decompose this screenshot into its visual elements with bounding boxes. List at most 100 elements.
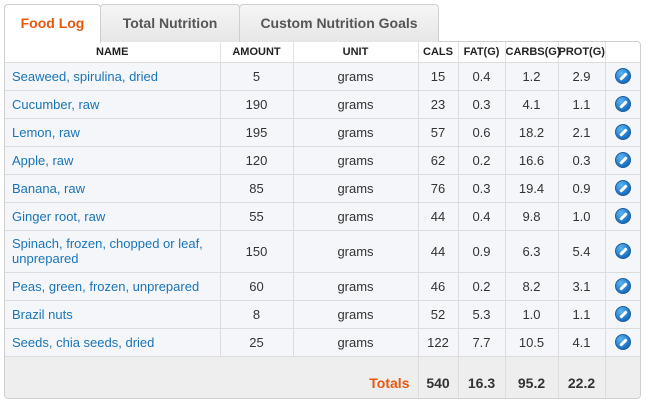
tab-bar: Food Log Total Nutrition Custom Nutritio… xyxy=(4,4,439,43)
food-name-link[interactable]: Ginger root, raw xyxy=(5,201,220,230)
header-row: NAME AMOUNT UNIT CALS FAT(G) CARBS(G) PR… xyxy=(5,42,640,62)
unit-cell: grams xyxy=(292,89,418,118)
cals-cell: 44 xyxy=(417,229,458,272)
fat-cell: 0.6 xyxy=(457,117,505,146)
totals-empty-cell xyxy=(604,355,640,398)
tab-custom-nutrition-goals[interactable]: Custom Nutrition Goals xyxy=(239,4,439,42)
prot-cell: 5.4 xyxy=(557,229,605,272)
col-header-amount: AMOUNT xyxy=(219,42,293,62)
fat-cell: 0.4 xyxy=(457,61,505,90)
table-row: Lemon, raw 195 grams 57 0.6 18.2 2.1 xyxy=(5,117,640,146)
edit-cell xyxy=(604,117,640,146)
fat-cell: 7.7 xyxy=(457,327,505,356)
carbs-cell: 10.5 xyxy=(504,327,558,356)
carbs-cell: 4.1 xyxy=(504,89,558,118)
pencil-edit-icon[interactable] xyxy=(614,334,631,351)
cals-cell: 44 xyxy=(417,201,458,230)
carbs-cell: 18.2 xyxy=(504,117,558,146)
food-name-link[interactable]: Apple, raw xyxy=(5,145,220,174)
pencil-edit-icon[interactable] xyxy=(614,208,631,225)
food-name-link[interactable]: Cucumber, raw xyxy=(5,89,220,118)
table-row: Cucumber, raw 190 grams 23 0.3 4.1 1.1 xyxy=(5,89,640,118)
table-row: Spinach, frozen, chopped or leaf, unprep… xyxy=(5,229,640,272)
unit-cell: grams xyxy=(292,61,418,90)
pencil-edit-icon[interactable] xyxy=(614,180,631,197)
pencil-edit-icon[interactable] xyxy=(614,68,631,85)
prot-cell: 3.1 xyxy=(557,271,605,300)
total-cals: 540 xyxy=(417,355,458,398)
prot-cell: 0.9 xyxy=(557,173,605,202)
cals-cell: 23 xyxy=(417,89,458,118)
amount-cell: 60 xyxy=(219,271,293,300)
edit-cell xyxy=(604,271,640,300)
unit-cell: grams xyxy=(292,201,418,230)
unit-cell: grams xyxy=(292,229,418,272)
unit-cell: grams xyxy=(292,327,418,356)
food-name-link[interactable]: Brazil nuts xyxy=(5,299,220,328)
food-name-link[interactable]: Lemon, raw xyxy=(5,117,220,146)
amount-cell: 25 xyxy=(219,327,293,356)
fat-cell: 0.2 xyxy=(457,145,505,174)
cals-cell: 46 xyxy=(417,271,458,300)
edit-cell xyxy=(604,173,640,202)
carbs-cell: 8.2 xyxy=(504,271,558,300)
cals-cell: 122 xyxy=(417,327,458,356)
edit-cell xyxy=(604,201,640,230)
unit-cell: grams xyxy=(292,173,418,202)
food-name-link[interactable]: Seeds, chia seeds, dried xyxy=(5,327,220,356)
prot-cell: 1.1 xyxy=(557,89,605,118)
totals-label: Totals xyxy=(5,355,418,398)
amount-cell: 55 xyxy=(219,201,293,230)
tab-food-log[interactable]: Food Log xyxy=(4,4,101,43)
table-row: Brazil nuts 8 grams 52 5.3 1.0 1.1 xyxy=(5,299,640,328)
cals-cell: 57 xyxy=(417,117,458,146)
cals-cell: 52 xyxy=(417,299,458,328)
food-log-table: NAME AMOUNT UNIT CALS FAT(G) CARBS(G) PR… xyxy=(5,42,640,398)
food-log-panel: NAME AMOUNT UNIT CALS FAT(G) CARBS(G) PR… xyxy=(4,41,641,399)
edit-cell xyxy=(604,299,640,328)
edit-cell xyxy=(604,229,640,272)
amount-cell: 120 xyxy=(219,145,293,174)
prot-cell: 0.3 xyxy=(557,145,605,174)
col-header-name: NAME xyxy=(5,42,220,62)
food-name-link[interactable]: Peas, green, frozen, unprepared xyxy=(5,271,220,300)
prot-cell: 2.9 xyxy=(557,61,605,90)
fat-cell: 0.2 xyxy=(457,271,505,300)
pencil-edit-icon[interactable] xyxy=(614,278,631,295)
prot-cell: 1.1 xyxy=(557,299,605,328)
pencil-edit-icon[interactable] xyxy=(614,306,631,323)
table-row: Ginger root, raw 55 grams 44 0.4 9.8 1.0 xyxy=(5,201,640,230)
fat-cell: 0.4 xyxy=(457,201,505,230)
table-row: Banana, raw 85 grams 76 0.3 19.4 0.9 xyxy=(5,173,640,202)
table-row: Seaweed, spirulina, dried 5 grams 15 0.4… xyxy=(5,61,640,90)
table-row: Peas, green, frozen, unprepared 60 grams… xyxy=(5,271,640,300)
pencil-edit-icon[interactable] xyxy=(614,124,631,141)
edit-cell xyxy=(604,89,640,118)
tab-total-nutrition[interactable]: Total Nutrition xyxy=(100,4,240,42)
pencil-edit-icon[interactable] xyxy=(614,152,631,169)
amount-cell: 150 xyxy=(219,229,293,272)
fat-cell: 5.3 xyxy=(457,299,505,328)
food-name-link[interactable]: Spinach, frozen, chopped or leaf, unprep… xyxy=(5,229,220,272)
col-header-prot: PROT(G) xyxy=(557,42,605,62)
food-name-link[interactable]: Banana, raw xyxy=(5,173,220,202)
food-name-link[interactable]: Seaweed, spirulina, dried xyxy=(5,61,220,90)
fat-cell: 0.3 xyxy=(457,173,505,202)
carbs-cell: 19.4 xyxy=(504,173,558,202)
col-header-edit xyxy=(604,42,640,62)
col-header-cals: CALS xyxy=(417,42,458,62)
amount-cell: 8 xyxy=(219,299,293,328)
pencil-edit-icon[interactable] xyxy=(614,96,631,113)
pencil-edit-icon[interactable] xyxy=(614,243,631,260)
unit-cell: grams xyxy=(292,299,418,328)
carbs-cell: 16.6 xyxy=(504,145,558,174)
fat-cell: 0.3 xyxy=(457,89,505,118)
edit-cell xyxy=(604,145,640,174)
table-row: Seeds, chia seeds, dried 25 grams 122 7.… xyxy=(5,327,640,356)
amount-cell: 195 xyxy=(219,117,293,146)
col-header-carbs: CARBS(G) xyxy=(504,42,561,62)
amount-cell: 190 xyxy=(219,89,293,118)
col-header-unit: UNIT xyxy=(292,42,418,62)
total-fat: 16.3 xyxy=(457,355,505,398)
edit-cell xyxy=(604,327,640,356)
